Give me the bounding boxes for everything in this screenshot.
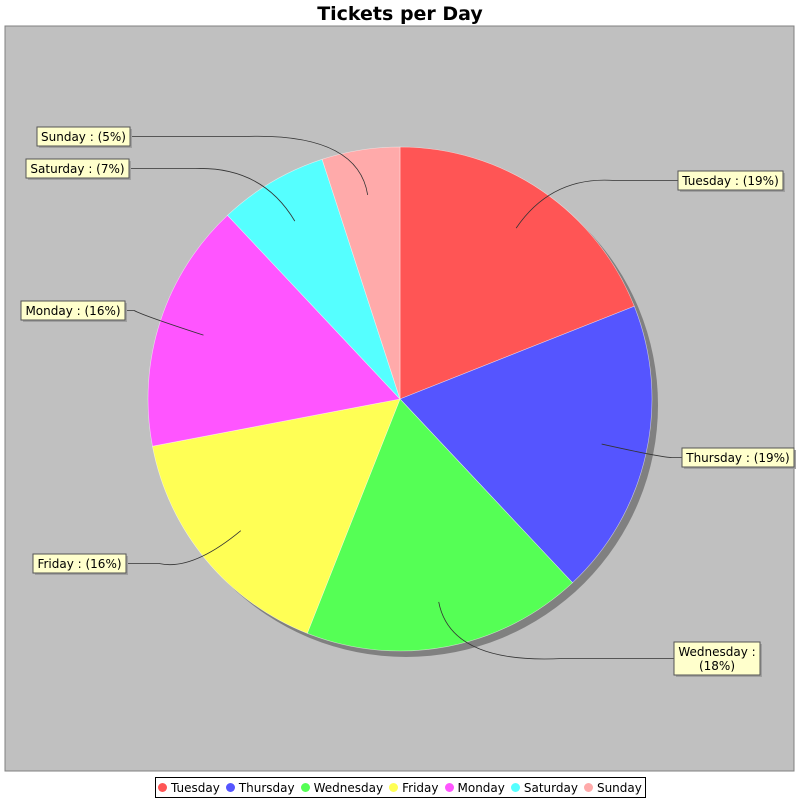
slice-label-saturday: Saturday : (7%): [25, 158, 131, 180]
slice-label-text: Monday : (16%): [25, 304, 120, 318]
slice-label-text: Saturday : (7%): [30, 162, 124, 176]
slice-label-text: Tuesday : (19%): [681, 174, 779, 188]
slice-label-text: Wednesday :: [678, 645, 755, 659]
legend-swatch: [158, 783, 167, 792]
leader-line-wednesday: [438, 601, 674, 660]
slice-label-text: Friday : (16%): [37, 557, 121, 571]
slice-label-text: Sunday : (5%): [41, 130, 126, 144]
leader-line-tuesday: [515, 179, 678, 229]
chart-title: Tickets per Day: [317, 3, 483, 25]
pie-slice-friday: [152, 398, 401, 634]
legend-label: Tuesday: [171, 780, 220, 795]
pie-slice-sunday: [321, 146, 401, 400]
slice-labels: Tuesday : (19%) Thursday : (19%) Wednesday…: [20, 126, 796, 677]
pie-slice-tuesday: [399, 146, 635, 400]
leader-line-friday: [126, 530, 242, 566]
legend-label: Sunday: [596, 780, 642, 795]
legend-swatch: [510, 783, 520, 792]
pie-slice-wednesday: [306, 398, 573, 652]
slice-label-text: Thursday : (19%): [685, 451, 790, 465]
leader-line-monday: [125, 310, 204, 336]
legend-label: Wednesday: [313, 780, 384, 795]
legend-label: Saturday: [523, 780, 578, 795]
legend-item-wednesday: Wednesday: [300, 780, 384, 795]
slice-label-wednesday: Wednesday :(18%): [673, 641, 762, 677]
legend-label: Friday: [402, 780, 439, 795]
legend-swatch: [444, 783, 454, 792]
legend-item-tuesday: Tuesday: [158, 781, 220, 795]
slice-label-thursday: Thursday : (19%): [681, 447, 796, 469]
legend: Tuesday Thursday Wednesday Friday Monday Satu…: [155, 777, 646, 798]
legend-item-sunday: Sunday: [583, 780, 642, 795]
slice-label-tuesday: Tuesday : (19%): [677, 170, 785, 192]
slice-label-friday: Friday : (16%): [32, 553, 128, 575]
legend-item-thursday: Thursday: [225, 780, 295, 795]
pie-slices: [147, 146, 653, 652]
legend-label: Monday: [457, 780, 505, 795]
leader-line-sunday: [130, 135, 369, 195]
legend-item-saturday: Saturday: [510, 780, 578, 795]
leader-line-saturday: [129, 168, 296, 222]
slice-label-monday: Monday : (16%): [20, 300, 127, 322]
legend-swatch: [300, 783, 310, 792]
legend-swatch: [389, 783, 399, 792]
leader-line-thursday: [601, 443, 682, 458]
legend-swatch: [225, 783, 235, 792]
legend-swatch: [583, 783, 593, 792]
slice-label-text: (18%): [699, 659, 735, 673]
pie-slice-thursday: [399, 305, 653, 584]
legend-item-friday: Friday: [389, 780, 439, 795]
label-leaders: [125, 135, 682, 660]
legend-item-monday: Monday: [444, 780, 505, 795]
pie-slice-saturday: [227, 158, 401, 400]
legend-label: Thursday: [238, 780, 295, 795]
slice-label-sunday: Sunday : (5%): [36, 126, 132, 148]
